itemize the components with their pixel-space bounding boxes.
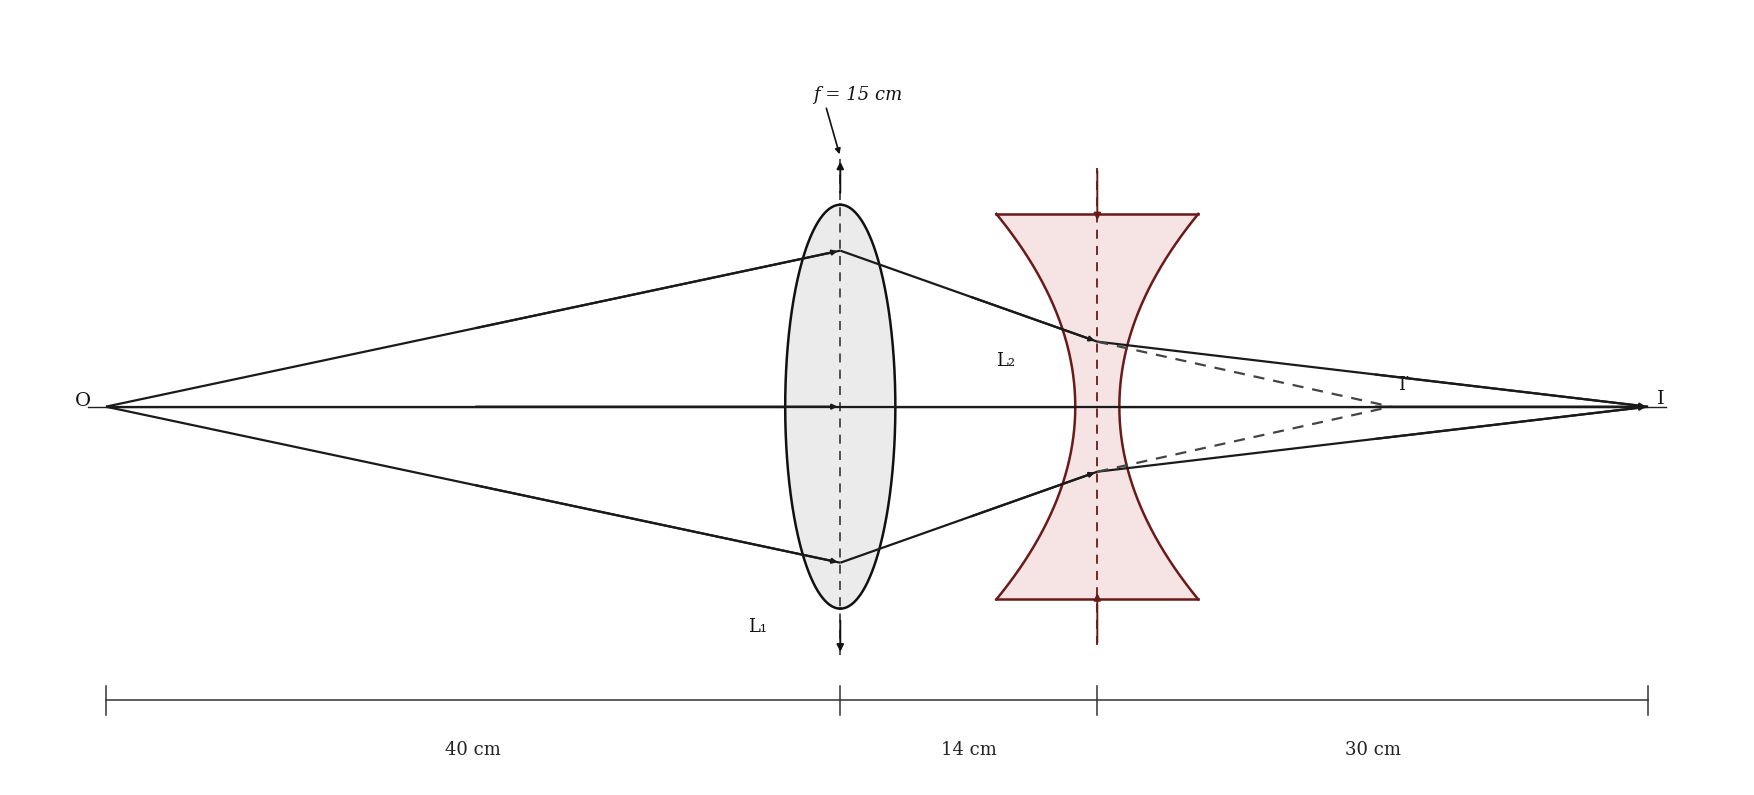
Text: 40 cm: 40 cm	[446, 741, 502, 758]
Polygon shape	[996, 214, 1198, 599]
Text: L₂: L₂	[996, 352, 1016, 370]
Text: O: O	[75, 392, 91, 410]
Polygon shape	[786, 205, 895, 609]
Text: L₁: L₁	[749, 618, 766, 636]
Text: 14 cm: 14 cm	[940, 741, 996, 758]
Text: I′: I′	[1398, 376, 1410, 394]
Text: 30 cm: 30 cm	[1345, 741, 1401, 758]
Text: I: I	[1658, 390, 1665, 409]
Text: f = 15 cm: f = 15 cm	[812, 86, 902, 104]
